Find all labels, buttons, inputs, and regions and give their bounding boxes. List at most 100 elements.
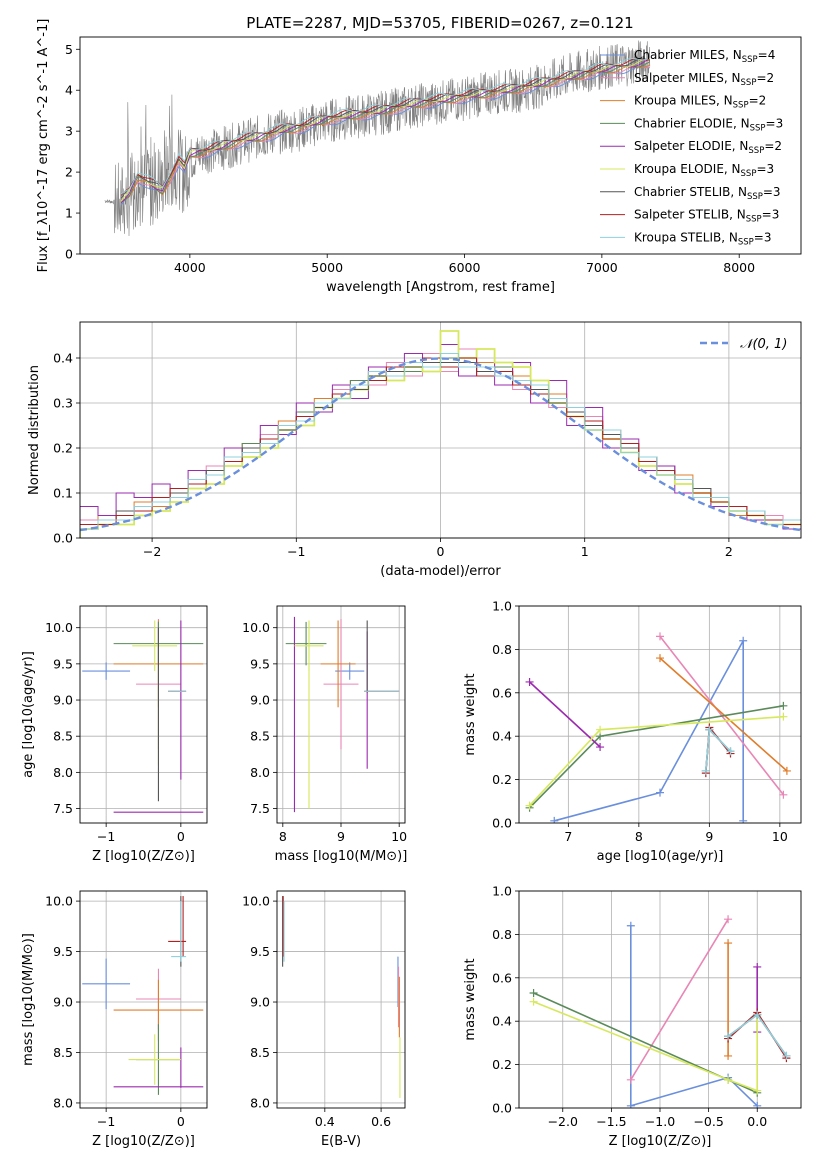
x-tick-label: 0: [177, 1114, 185, 1129]
y-tick-label: 0.6: [492, 970, 512, 985]
y-tick-label: 5: [65, 42, 73, 57]
y-axis-label: Flux [f_λ10^-17 erg cm^-2 s^-1 A^-1]: [36, 19, 51, 273]
histogram-kroupa-stelib: [80, 353, 801, 538]
x-tick-label: 2: [725, 544, 733, 559]
plus-marker: [753, 1086, 762, 1095]
axes-frame: [276, 605, 406, 824]
axes-frame: [79, 890, 208, 1109]
errorbar-kroupa-elodie: [132, 620, 178, 672]
y-tick-label: 0: [65, 247, 73, 262]
y-tick-label: 0.2: [492, 772, 512, 787]
panel-age-vs-Z: −1 0 7.5 8.0 8.5 9.0 9.5 10.0 Z [log10(Z/Z⊙)] age…: [21, 605, 208, 864]
model-spectrum-salpeter-stelib: [120, 58, 650, 196]
y-tick-label: 8.5: [250, 1045, 270, 1060]
legend-entry: Chabrier ELODIE, NSSP=3: [634, 116, 783, 133]
errorbar-chabrier-miles: [335, 662, 365, 680]
weight-series-kroupa-miles: [656, 654, 791, 775]
x-tick-label: −1: [97, 1114, 115, 1129]
y-axis-label: Normed distribution: [27, 365, 42, 495]
axes-frame: [79, 321, 802, 539]
plus-marker: [529, 997, 538, 1006]
plus-marker: [656, 654, 664, 663]
axes-frame: [79, 36, 802, 255]
plus-marker: [739, 816, 748, 823]
plus-marker: [739, 636, 748, 645]
normal-curve: [80, 357, 801, 532]
y-tick-label: 0.3: [53, 396, 73, 411]
errorbar-chabrier-miles: [82, 662, 131, 680]
y-tick-label: 7.5: [53, 801, 73, 816]
y-tick-label: 0.0: [492, 816, 512, 831]
plus-marker: [656, 788, 664, 797]
plus-marker: [724, 939, 733, 948]
legend-entry: Kroupa MILES, NSSP=2: [634, 94, 766, 111]
y-tick-label: 10.0: [45, 894, 73, 909]
y-tick-label: 9.0: [250, 995, 270, 1010]
x-axis-label: E(B-V): [321, 1134, 361, 1149]
x-tick-label: −2.0: [548, 1114, 578, 1129]
panel-weight-vs-Z: −2.0 −1.5 −1.0 −0.5 0.0 0.0 0.2 0.4 0.6 0.8 1.0 Z […: [463, 884, 802, 1149]
plus-marker: [705, 725, 714, 734]
model-spectrum-chabrier-elodie: [120, 61, 651, 203]
x-tick-label: 4000: [174, 260, 206, 275]
y-tick-label: 1: [65, 206, 73, 221]
legend-entry: Chabrier MILES, NSSP=4: [634, 48, 775, 65]
y-tick-label: 9.5: [250, 944, 270, 959]
panel-age-vs-mass: 8 9 10 7.5 8.0 8.5 9.0 9.5 10.0 mass [log10(M/M⊙)…: [242, 605, 408, 864]
y-tick-label: 8.0: [250, 765, 270, 780]
legend: Chabrier MILES, NSSP=4 Salpeter MILES, NS…: [600, 48, 783, 247]
y-tick-label: 9.5: [53, 656, 73, 671]
plus-marker: [753, 1010, 762, 1019]
x-tick-label: 9: [705, 829, 713, 844]
x-axis-label: (data-model)/error: [380, 564, 501, 579]
errorbar-salpeter-miles: [323, 619, 359, 750]
x-tick-label: 0.0: [747, 1114, 767, 1129]
plot-area-age-vs-mass: [285, 616, 400, 813]
weight-line: [659, 657, 788, 772]
weight-line: [529, 681, 601, 748]
weight-series-salpeter-miles: [626, 915, 733, 1084]
plus-marker: [753, 1101, 762, 1108]
weight-series-chabrier-elodie: [529, 988, 762, 1097]
y-tick-label: 9.0: [53, 693, 73, 708]
weight-line: [533, 1000, 758, 1092]
y-tick-label: 8.5: [250, 729, 270, 744]
x-tick-label: 0: [437, 544, 445, 559]
y-tick-label: 0.4: [492, 1014, 512, 1029]
plus-marker: [724, 915, 733, 924]
plus-marker: [525, 677, 534, 686]
x-axis-label: Z [log10(Z/Z⊙)]: [92, 1134, 195, 1149]
plus-marker: [596, 725, 605, 734]
x-tick-label: 0.4: [315, 1114, 335, 1129]
y-tick-label: 8.0: [53, 765, 73, 780]
model-spectrum-kroupa-miles: [120, 64, 651, 203]
x-axis-label: age [log10(age/yr)]: [597, 849, 724, 864]
panel-spectrum: 4000 5000 6000 7000 8000 0 1 2 3 4 5 wavelength [An…: [36, 19, 802, 295]
axes-frame: [276, 890, 406, 1109]
y-tick-label: 0.0: [492, 1101, 512, 1116]
y-tick-label: 0.1: [53, 486, 73, 501]
y-tick-label: 2: [65, 165, 73, 180]
x-tick-label: −1.5: [596, 1114, 626, 1129]
errorbar-chabrier-miles: [82, 958, 131, 1010]
panel-weight-vs-age: 7 8 9 10 0.0 0.2 0.4 0.6 0.8 1.0 age [log10(age/yr…: [463, 599, 802, 864]
plot-area-weight-vs-Z: [529, 915, 791, 1108]
x-tick-label: 5000: [311, 260, 343, 275]
y-tick-label: 0.8: [492, 927, 512, 942]
x-axis-label: mass [log10(M/M⊙)]: [275, 849, 408, 864]
x-tick-label: 6000: [449, 260, 481, 275]
panel-mass-vs-Z: −1 0 8.0 8.5 9.0 9.5 10.0 Z [log10(Z/Z⊙)] mass […: [21, 890, 208, 1149]
plus-marker: [525, 801, 534, 810]
x-tick-label: −1: [287, 544, 305, 559]
y-tick-label: 9.0: [53, 995, 73, 1010]
model-spectrum-kroupa-stelib: [120, 57, 651, 195]
x-tick-label: 7000: [586, 260, 618, 275]
plus-marker: [724, 1032, 733, 1041]
axes-frame: [79, 605, 208, 824]
legend-entry: 𝒩(0, 1): [740, 337, 787, 352]
y-tick-label: 8.0: [53, 1095, 73, 1110]
axes-frame: [518, 605, 802, 824]
plus-marker: [529, 988, 538, 997]
plus-marker: [626, 1075, 635, 1084]
